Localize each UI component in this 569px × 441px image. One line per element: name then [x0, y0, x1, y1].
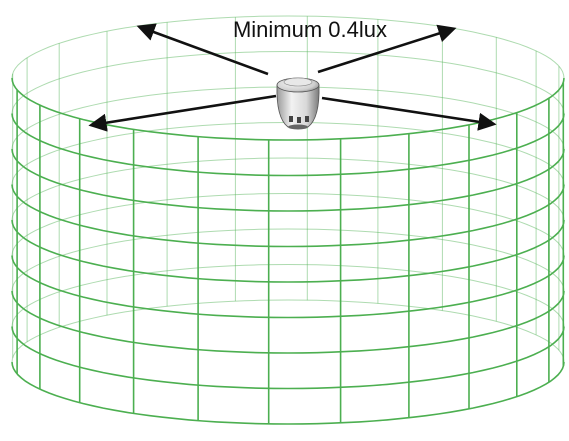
grid-ring-front [11, 77, 565, 141]
grid-ring-front [11, 361, 565, 425]
grid-ring-back [11, 50, 565, 114]
grid-ring-front [11, 219, 565, 283]
coverage-arrow-4 [321, 96, 497, 131]
grid-ring-back [11, 192, 565, 256]
ceiling-sensor-icon [276, 77, 320, 130]
grid-ring-back [11, 157, 565, 221]
grid-ring-front [11, 255, 565, 319]
grid-ring-back [11, 15, 565, 79]
grid-ring-front [11, 148, 565, 212]
grid-ring-back [11, 263, 565, 327]
grid-ring-front [11, 326, 565, 390]
grid-ring-front [11, 290, 565, 354]
coverage-arrow-1 [136, 23, 269, 76]
grid-ring-back [11, 299, 565, 363]
cylinder-grid-front [11, 77, 565, 425]
coverage-arrow-2 [317, 24, 457, 74]
grid-ring-front [11, 113, 565, 177]
minimum-lux-label: Minimum 0.4lux [232, 17, 388, 42]
grid-ring-back [11, 228, 565, 292]
cylinder-grid-back [11, 15, 565, 363]
coverage-arrows [88, 23, 497, 132]
grid-ring-front [11, 184, 565, 248]
coverage-arrow-3 [88, 94, 277, 132]
